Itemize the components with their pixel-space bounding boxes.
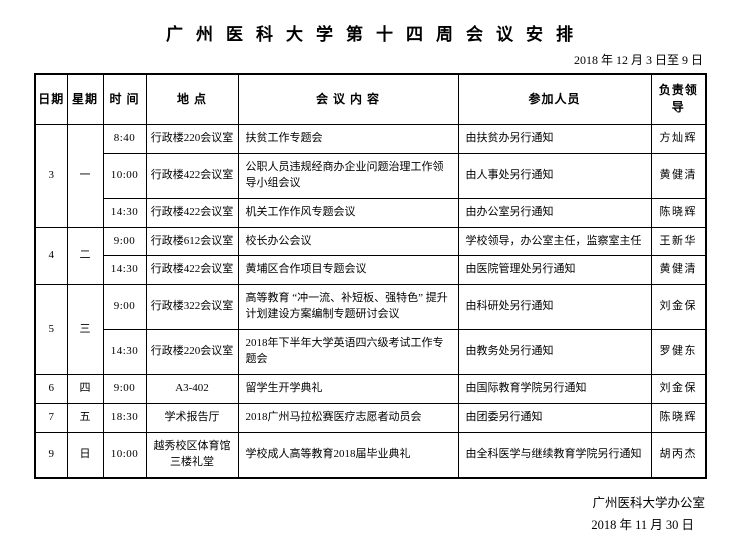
- column-header-location: 地 点: [145, 73, 239, 125]
- date-cell: 4: [34, 226, 68, 286]
- location-cell: 行政楼422会议室: [145, 197, 239, 228]
- column-header-weekday: 星期: [66, 73, 104, 125]
- column-header-participants: 参加人员: [457, 73, 652, 125]
- table-row: 9 日 10:00 越秀校区体育馆三楼礼堂 学校成人高等教育2018届毕业典礼 由全科医学…: [34, 432, 707, 479]
- time-cell: 10:00: [102, 432, 147, 479]
- participants-cell: 由人事处另行通知: [457, 152, 652, 199]
- leader-cell: 刘金保: [650, 284, 707, 331]
- table-row: 14:30 行政楼220会议室 2018年下半年大学英语四六级考试工作专题会 由教务处…: [35, 329, 707, 376]
- header-row: 日期 星期 时 间 地 点 会 议 内 容 参加人员 负责领导: [34, 73, 707, 125]
- date-cell: 6: [34, 374, 68, 405]
- content-cell: 2018广州马拉松赛医疗志愿者动员会: [237, 403, 459, 434]
- participants-cell: 由教务处另行通知: [457, 329, 652, 376]
- time-cell: 9:00: [102, 374, 147, 405]
- content-cell: 机关工作作风专题会议: [237, 197, 459, 228]
- column-header-time: 时 间: [102, 73, 147, 125]
- participants-cell: 由医院管理处另行通知: [457, 255, 652, 286]
- table-row: 3 一 8:40 行政楼220会议室 扶贫工作专题会 由扶贫办另行通知 方灿辉: [34, 123, 707, 228]
- location-cell: 行政楼422会议室: [145, 255, 239, 286]
- content-cell: 黄埔区合作项目专题会议: [237, 255, 459, 286]
- table-row: 10:00 行政楼422会议室 公职人员违规经商办企业问题治理工作领导小组会议 由人事…: [35, 152, 707, 199]
- column-header-content: 会 议 内 容: [237, 73, 459, 125]
- column-header-leader: 负责领导: [650, 73, 707, 125]
- location-cell: A3-402: [145, 374, 239, 405]
- content-cell: 校长办公会议: [237, 226, 459, 257]
- leader-cell: 方灿辉: [650, 123, 707, 154]
- participants-cell: 由办公室另行通知: [457, 197, 652, 228]
- participants-cell: 由扶贫办另行通知: [457, 123, 652, 154]
- time-cell: 9:00: [102, 226, 147, 257]
- participants-cell: 由科研处另行通知: [457, 284, 652, 331]
- location-cell: 行政楼612会议室: [145, 226, 239, 257]
- location-cell: 行政楼322会议室: [145, 284, 239, 331]
- leader-cell: 陈晓辉: [650, 403, 707, 434]
- location-cell: 行政楼422会议室: [145, 152, 239, 199]
- table-row: 14:30 行政楼422会议室 黄埔区合作项目专题会议 由医院管理处另行通知 黄健清: [35, 255, 707, 286]
- document-footer: 广州医科大学办公室 2018 年 11 月 30 日: [34, 492, 705, 537]
- location-cell: 学术报告厅: [145, 403, 239, 434]
- content-cell: 扶贫工作专题会: [237, 123, 459, 154]
- weekday-cell: 三: [66, 284, 104, 376]
- content-cell: 留学生开学典礼: [237, 374, 459, 405]
- time-cell: 14:30: [102, 197, 147, 228]
- time-cell: 8:40: [102, 123, 147, 154]
- location-cell: 行政楼220会议室: [145, 123, 239, 154]
- footer-date: 2018 年 11 月 30 日: [591, 518, 694, 533]
- location-cell: 越秀校区体育馆三楼礼堂: [145, 432, 239, 479]
- weekday-cell: 四: [66, 374, 104, 405]
- column-header-date: 日期: [34, 73, 68, 125]
- leader-cell: 刘金保: [650, 374, 707, 405]
- schedule-table: 日期 星期 时 间 地 点 会 议 内 容 参加人员 负责领导 3 一 8:40 行政…: [34, 73, 707, 479]
- time-cell: 10:00: [102, 152, 147, 199]
- table-row: 14:30 行政楼422会议室 机关工作作风专题会议 由办公室另行通知 陈晓辉: [35, 197, 707, 228]
- table-row: 4 二 9:00 行政楼612会议室 校长办公会议 学校领导，办公室主任，监察室主任 王新华: [34, 226, 707, 286]
- participants-cell: 由国际教育学院另行通知: [457, 374, 652, 405]
- weekday-cell: 二: [66, 226, 104, 286]
- leader-cell: 黄健清: [650, 255, 707, 286]
- participants-cell: 由全科医学与继续教育学院另行通知: [457, 432, 652, 479]
- date-cell: 7: [34, 403, 68, 434]
- table-row: 5 三 9:00 行政楼322会议室 高等教育 “冲一流、补短板、强特色” 提升计划建设…: [34, 284, 707, 376]
- participants-cell: 学校领导，办公室主任，监察室主任: [457, 226, 652, 257]
- leader-cell: 王新华: [650, 226, 707, 257]
- participants-cell: 由团委另行通知: [457, 403, 652, 434]
- document-date-range: 2018 年 12 月 3 日至 9 日: [573, 53, 703, 67]
- leader-cell: 陈晓辉: [650, 197, 707, 228]
- leader-cell: 罗健东: [650, 329, 707, 376]
- schedule-table-header: 日期 星期 时 间 地 点 会 议 内 容 参加人员 负责领导: [34, 73, 707, 125]
- weekday-cell: 五: [66, 403, 104, 434]
- content-cell: 2018年下半年大学英语四六级考试工作专题会: [237, 329, 459, 376]
- content-cell: 公职人员违规经商办企业问题治理工作领导小组会议: [237, 152, 459, 199]
- time-cell: 18:30: [102, 403, 147, 434]
- table-row: 6 四 9:00 A3-402 留学生开学典礼 由国际教育学院另行通知 刘金保: [34, 374, 707, 405]
- content-cell: 高等教育 “冲一流、补短板、强特色” 提升计划建设方案编制专题研讨会议: [237, 284, 459, 331]
- content-cell: 学校成人高等教育2018届毕业典礼: [237, 432, 459, 479]
- footer-organization: 广州医科大学办公室: [592, 495, 705, 510]
- table-row: 7 五 18:30 学术报告厅 2018广州马拉松赛医疗志愿者动员会 由团委另行通知 陈晓辉: [34, 403, 707, 434]
- location-cell: 行政楼220会议室: [145, 329, 239, 376]
- time-cell: 9:00: [102, 284, 147, 331]
- leader-cell: 胡丙杰: [650, 432, 707, 479]
- date-cell: 3: [34, 123, 68, 228]
- leader-cell: 黄健清: [650, 152, 707, 199]
- date-cell: 9: [34, 432, 68, 479]
- weekday-cell: 一: [66, 123, 104, 228]
- date-cell: 5: [34, 284, 68, 376]
- document-title: 广州医科大学第十四周会议安排: [166, 25, 586, 44]
- time-cell: 14:30: [102, 329, 147, 376]
- weekday-cell: 日: [66, 432, 104, 479]
- schedule-table-body: 3 一 8:40 行政楼220会议室 扶贫工作专题会 由扶贫办另行通知 方灿辉 10:00 行政…: [34, 123, 707, 479]
- time-cell: 14:30: [102, 255, 147, 286]
